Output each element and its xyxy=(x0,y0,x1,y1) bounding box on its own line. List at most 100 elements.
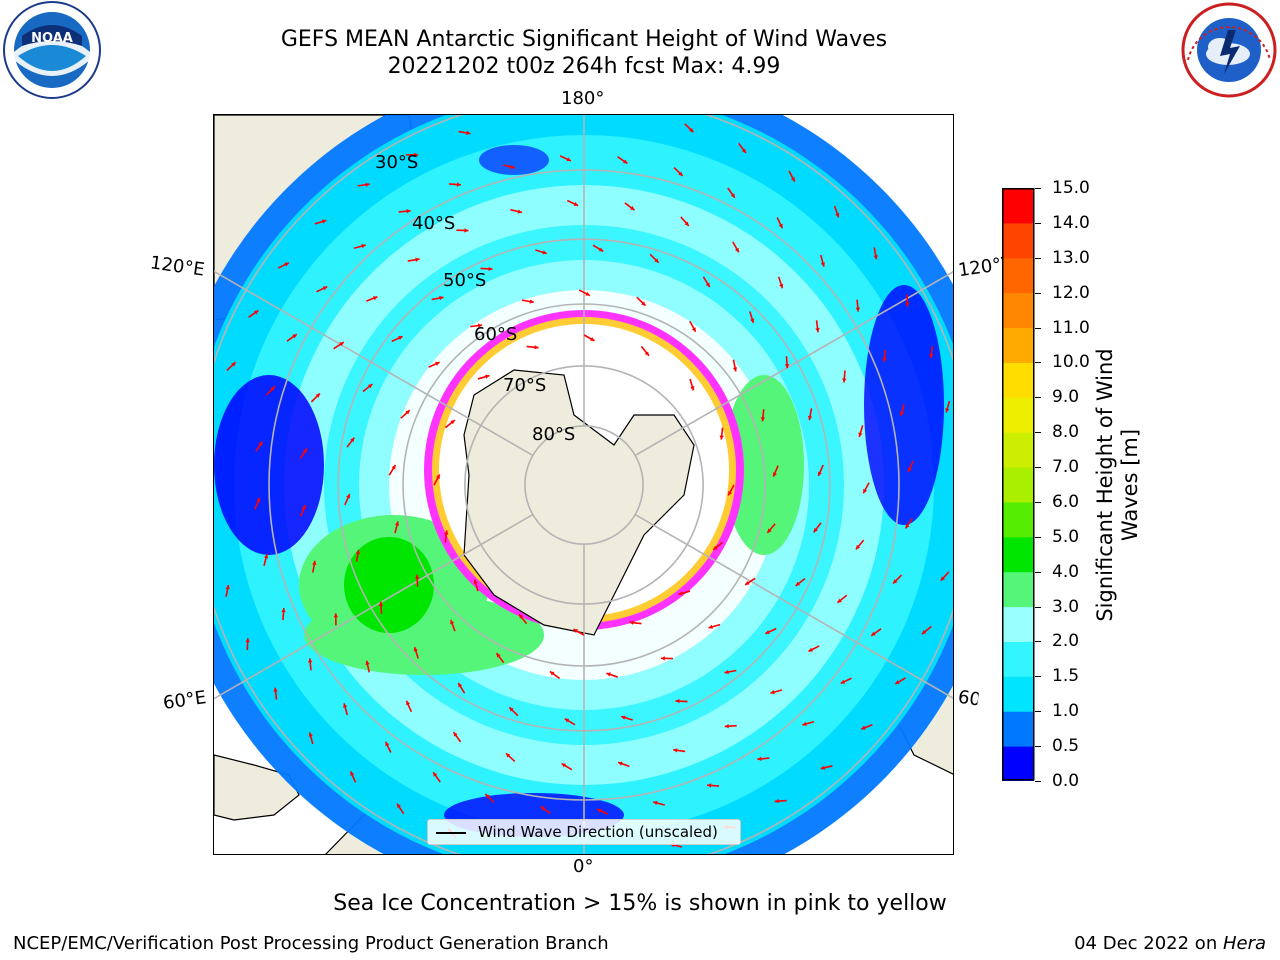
wind-wave-arrowhead xyxy=(734,247,739,253)
map-legend: Wind Wave Direction (unscaled) xyxy=(427,819,741,845)
wind-wave-arrowhead xyxy=(837,598,842,603)
wind-wave-arrowhead xyxy=(444,530,449,535)
longitude-line xyxy=(634,271,953,457)
wind-wave-arrowhead xyxy=(450,619,455,625)
colorbar-swatch xyxy=(1002,362,1034,398)
wind-wave-arrowhead xyxy=(882,357,887,362)
wind-wave-arrowhead xyxy=(292,334,297,339)
lon-label-0: 0° xyxy=(573,856,594,877)
legend-label: Wind Wave Direction (unscaled) xyxy=(478,823,718,841)
wind-wave-arrowhead xyxy=(770,690,775,695)
wind-wave-arrowhead xyxy=(660,656,665,661)
chart-subtitle: 20221202 t00z 264h fcst Max: 4.99 xyxy=(387,54,781,79)
longitude-line xyxy=(214,270,534,457)
wind-wave-arrowhead xyxy=(273,687,278,692)
noaa-logo: NOAA xyxy=(3,1,101,99)
wind-wave-arrowhead xyxy=(350,437,355,443)
wind-wave-arrowhead xyxy=(813,527,818,533)
wind-wave-arrowhead xyxy=(728,491,733,496)
wind-wave-arrowhead xyxy=(820,262,825,267)
wind-wave-arrowhead xyxy=(378,601,384,606)
wind-wave-arrowhead xyxy=(415,257,420,262)
wind-wave-arrowhead xyxy=(529,299,534,304)
wind-wave-arrowhead xyxy=(678,171,683,176)
wind-wave-arrowhead xyxy=(485,374,490,379)
wind-wave-arrowhead xyxy=(564,718,570,723)
wind-wave-arrowhead xyxy=(542,250,547,255)
wind-wave-arrowhead xyxy=(622,159,628,164)
wind-wave-arrowhead xyxy=(707,783,712,788)
wind-wave-arrowhead xyxy=(621,715,626,720)
wind-wave-arrowhead xyxy=(724,669,729,675)
wind-wave-arrowhead xyxy=(757,756,762,761)
wind-wave-arrowhead xyxy=(284,262,289,267)
wind-wave-arrowhead xyxy=(929,353,934,359)
run-date-text: 04 Dec 2022 on xyxy=(1074,933,1223,954)
wind-wave-arrowhead xyxy=(397,803,402,809)
wind-wave-arrowhead xyxy=(245,638,250,643)
colorbar-tick xyxy=(1035,746,1041,748)
wind-wave-arrowhead xyxy=(413,647,418,652)
wind-wave-arrowhead xyxy=(618,761,623,766)
wind-wave-arrowhead xyxy=(774,798,779,804)
wind-wave-arrowhead xyxy=(361,244,366,249)
wind-wave-arrowhead xyxy=(790,177,795,182)
colorbar-tick-label: 4.0 xyxy=(1052,561,1080,582)
wind-wave-arrowhead xyxy=(760,417,766,422)
legend-line xyxy=(436,832,466,834)
wind-wave-arrowhead xyxy=(367,384,373,389)
wind-wave-arrowhead xyxy=(630,206,635,211)
wind-wave-arrowhead xyxy=(675,698,680,704)
wind-wave-arrowhead xyxy=(450,420,455,425)
wind-wave-arrowhead xyxy=(597,808,602,813)
wind-wave-arrowhead xyxy=(784,364,790,369)
wind-wave-arrowhead xyxy=(308,732,313,737)
polar-map xyxy=(213,114,954,855)
colorbar-tick-label: 1.0 xyxy=(1052,701,1080,722)
wind-wave-arrowhead xyxy=(945,408,950,413)
wind-wave-arrowhead xyxy=(653,800,658,806)
wind-wave-arrowhead xyxy=(496,653,501,658)
wind-wave-arrowhead xyxy=(458,682,463,688)
colorbar-tick xyxy=(1035,606,1041,608)
wind-wave-arrowhead xyxy=(795,581,801,586)
wind-wave-arrowhead xyxy=(339,342,344,347)
wind-wave-arrowhead xyxy=(488,266,493,272)
wind-wave-arrowhead xyxy=(807,415,813,421)
chart-title: GEFS MEAN Antarctic Significant Height o… xyxy=(280,27,888,52)
wind-wave-arrowhead xyxy=(873,255,878,260)
wind-wave-arrowhead xyxy=(750,318,755,323)
wind-wave-arrowhead xyxy=(815,328,820,333)
colorbar-tick xyxy=(1035,711,1041,713)
wind-wave-arrowhead xyxy=(473,579,478,584)
wind-wave-arrowhead xyxy=(312,560,317,565)
wind-wave-arrowhead xyxy=(772,472,777,477)
wind-wave-arrowhead xyxy=(684,221,689,226)
wind-wave-arrowhead xyxy=(673,748,678,753)
wind-wave-arrowhead xyxy=(767,528,772,533)
lon-label-180: 180° xyxy=(561,88,605,109)
lon-label-120e: 120°E xyxy=(148,252,206,281)
wind-wave-arrowhead xyxy=(355,549,361,555)
colorbar-tick-label: 13.0 xyxy=(1052,247,1090,268)
wind-wave-arrowhead xyxy=(895,680,900,684)
wind-wave-arrowhead xyxy=(519,614,524,619)
wind-wave-arrowhead xyxy=(308,658,313,663)
colorbar-tick-label: 0.5 xyxy=(1052,736,1080,757)
colorbar-swatch xyxy=(1002,711,1034,747)
wind-wave-arrowhead xyxy=(678,591,683,596)
wind-wave-arrowhead xyxy=(817,471,822,476)
colorbar-swatch xyxy=(1002,222,1034,259)
colorbar-tick-label: 12.0 xyxy=(1052,282,1090,303)
wind-wave-arrowhead xyxy=(573,201,579,206)
wind-wave-arrowhead xyxy=(405,410,410,415)
lon-label-60w: 60°W xyxy=(956,686,980,711)
wind-wave-arrowhead xyxy=(654,258,659,263)
wind-wave-arrowhead xyxy=(855,544,861,550)
wind-wave-arrowhead xyxy=(566,157,571,162)
colorbar-swatch xyxy=(1002,292,1034,329)
wind-wave-arrowhead xyxy=(435,361,440,366)
colorbar-tick-label: 1.5 xyxy=(1052,666,1080,687)
wind-wave-arrowhead xyxy=(905,302,910,307)
colorbar-tick xyxy=(1035,362,1041,364)
